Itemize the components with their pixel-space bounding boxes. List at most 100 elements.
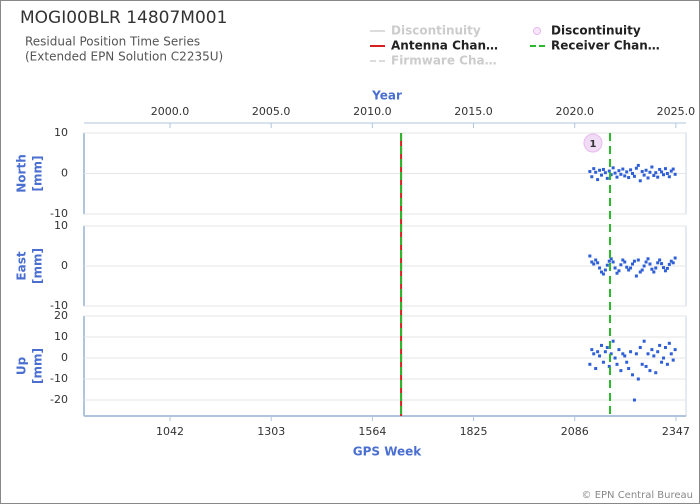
point: [625, 265, 629, 269]
point: [629, 350, 633, 354]
point: [590, 175, 594, 179]
point: [638, 270, 642, 274]
point: [611, 260, 615, 264]
point: [642, 339, 646, 343]
point: [601, 167, 605, 171]
y-tick-label: 10: [54, 330, 68, 343]
x-tick-label: 2086: [561, 425, 589, 438]
point: [650, 348, 654, 352]
point: [656, 350, 660, 354]
point: [594, 367, 598, 371]
point: [648, 262, 652, 266]
point: [598, 168, 602, 172]
point: [601, 360, 605, 364]
point: [598, 266, 602, 270]
point: [642, 264, 646, 268]
credit: © EPN Central Bureau: [582, 490, 693, 501]
point: [667, 341, 671, 345]
point: [636, 377, 640, 381]
point: [665, 172, 669, 175]
y-axis-label: North: [15, 154, 29, 192]
y-axis-unit: [mm]: [31, 348, 45, 384]
point: [609, 173, 613, 177]
point: [605, 263, 609, 267]
point: [656, 261, 660, 265]
point: [638, 346, 642, 350]
point: [658, 167, 662, 171]
point: [652, 174, 656, 178]
point: [646, 352, 650, 356]
point: [660, 170, 664, 174]
y-tick-label: -20: [50, 393, 68, 406]
point: [648, 369, 652, 373]
subtitle: Residual Position Time Series: [25, 35, 200, 49]
point: [650, 267, 654, 271]
point: [590, 260, 594, 264]
point: [656, 175, 660, 179]
point: [592, 167, 596, 171]
point: [619, 172, 623, 176]
point: [596, 350, 600, 354]
point: [640, 169, 644, 173]
point: [615, 362, 619, 366]
y-tick-label: 0: [61, 259, 68, 272]
point: [646, 257, 650, 261]
point: [667, 175, 671, 179]
y-axis-label: Up: [15, 356, 29, 375]
point: [627, 367, 631, 371]
point: [615, 271, 619, 275]
point: [634, 166, 638, 170]
y-axis-label: East: [15, 251, 29, 280]
point: [619, 369, 623, 373]
point: [632, 259, 636, 263]
x-axis-label: GPS Week: [353, 445, 423, 459]
point: [619, 263, 623, 267]
point: [663, 269, 667, 273]
legend-entry: Discontinuity: [551, 24, 641, 38]
discontinuity: [583, 133, 603, 153]
point: [623, 174, 627, 178]
point: [640, 268, 644, 272]
point: [603, 268, 607, 272]
point: [611, 339, 615, 343]
point: [663, 346, 667, 350]
x2-axis-label: Year: [371, 89, 402, 103]
y-axis-unit: [mm]: [31, 156, 45, 192]
x-tick-label: 1825: [460, 425, 488, 438]
point: [609, 257, 613, 261]
legend-entry: Discontinuity: [391, 24, 481, 38]
point: [629, 168, 633, 172]
point: [640, 362, 644, 366]
point: [603, 350, 607, 354]
point: [663, 167, 667, 171]
point: [646, 176, 650, 180]
point: [662, 173, 666, 177]
point: [673, 172, 677, 176]
point: [644, 168, 648, 172]
point: [605, 346, 609, 350]
point: [607, 259, 611, 263]
point: [632, 398, 636, 402]
point: [658, 343, 662, 347]
point: [598, 354, 602, 358]
point: [654, 371, 658, 375]
point: [596, 261, 600, 265]
point: [642, 173, 646, 177]
point: [631, 172, 635, 175]
discontinuity-label: 1: [589, 139, 596, 150]
point: [594, 170, 598, 174]
point: [669, 352, 673, 356]
point: [617, 269, 621, 273]
point: [599, 343, 603, 347]
point: [596, 178, 600, 182]
point: [673, 348, 677, 352]
point: [665, 266, 669, 270]
point: [648, 170, 652, 174]
point: [627, 176, 631, 180]
point: [634, 352, 638, 356]
point: [634, 274, 638, 278]
x2-tick-label: 2015.0: [454, 105, 493, 118]
point: [592, 352, 596, 356]
legend-entry: Firmware Cha…: [391, 54, 497, 68]
subtitle: (Extended EPN Solution C2235U): [25, 50, 223, 64]
